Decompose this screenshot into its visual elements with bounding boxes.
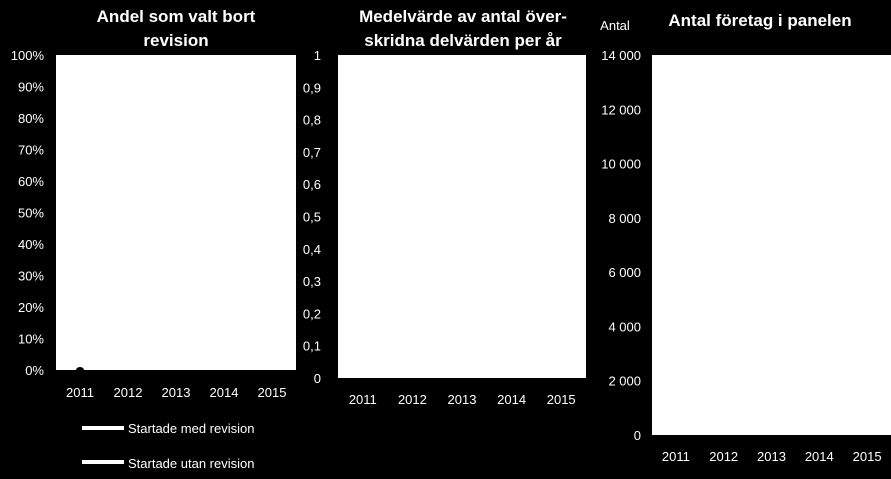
chart-2-y-axis: 0 0,1 0,2 0,3 0,4 0,5 0,6 0,7 0,8 0,9 1 (303, 48, 321, 386)
chart-1-x-tick-label: 2013 (162, 385, 191, 400)
chart-2-x-tick-label: 2012 (398, 392, 427, 407)
chart-3-y-tick-label: 4 000 (608, 319, 641, 334)
chart-1-y-tick-label: 50% (18, 206, 44, 221)
chart-2-plot-area (338, 55, 586, 378)
chart-1-y-tick-label: 20% (18, 300, 44, 315)
chart-1-legend: Startade med revision Startade utan revi… (82, 421, 254, 471)
chart-1-y-tick-label: 80% (18, 111, 44, 126)
chart-2-y-tick-label: 0,3 (303, 274, 321, 289)
chart-2-x-tick-label: 2015 (547, 392, 576, 407)
chart-3-y-tick-label: 12 000 (601, 102, 641, 117)
chart-1-x-tick-label: 2014 (210, 385, 239, 400)
chart-3-y-axis: 0 2 000 4 000 6 000 8 000 10 000 12 000 14 000 (601, 48, 641, 443)
chart-1-x-tick-label: 2012 (114, 385, 143, 400)
chart-2-y-tick-label: 0,8 (303, 113, 321, 128)
chart-2-title-line-1: Medelvärde av antal över- (359, 7, 567, 26)
chart-3-x-axis: 2011 2012 2013 2014 2015 (662, 449, 882, 464)
chart-2-x-tick-label: 2014 (497, 392, 526, 407)
chart-1-y-tick-label: 10% (18, 332, 44, 347)
chart-3-y-tick-label: 2 000 (608, 374, 641, 389)
chart-2-y-tick-label: 0 (314, 371, 321, 386)
chart-1-y-tick-label: 70% (18, 143, 44, 158)
chart-1: Andel som valt bort revision 0% 10% 20% 30%… (11, 7, 296, 471)
chart-2-y-tick-label: 0,5 (303, 210, 321, 225)
chart-1-y-tick-label: 40% (18, 237, 44, 252)
chart-3-y-tick-label: 6 000 (608, 265, 641, 280)
chart-3-y-tick-label: 10 000 (601, 157, 641, 172)
chart-2-y-tick-label: 0,7 (303, 145, 321, 160)
chart-1-y-axis: 0% 10% 20% 30% 40% 50% 60% 70% 80% 90% 100% (11, 48, 45, 378)
chart-1-y-tick-label: 30% (18, 269, 44, 284)
chart-2-y-tick-label: 0,6 (303, 177, 321, 192)
chart-2-y-tick-label: 0,9 (303, 80, 321, 95)
chart-3-x-tick-label: 2011 (662, 449, 690, 464)
chart-1-y-tick-label: 0% (25, 363, 44, 378)
chart-1-point-series-1 (76, 367, 84, 373)
chart-2-y-tick-label: 0,4 (303, 242, 321, 257)
chart-2-y-tick-label: 1 (314, 48, 321, 63)
chart-1-plot-area (56, 55, 296, 370)
chart-1-y-tick-label: 60% (18, 174, 44, 189)
chart-1-x-tick-label: 2011 (66, 385, 94, 400)
chart-1-title-line-2: revision (143, 31, 208, 50)
chart-2-x-tick-label: 2011 (349, 392, 377, 407)
chart-3-plot-area (652, 55, 891, 435)
chart-1-series (76, 367, 84, 373)
chart-1-x-axis: 2011 2012 2013 2014 2015 (66, 385, 286, 400)
chart-3: Antal företag i panelen Antal 0 2 000 4 00… (600, 11, 891, 464)
chart-3-y-tick-label: 0 (634, 428, 641, 443)
chart-2-x-axis: 2011 2012 2013 2014 2015 (349, 392, 576, 407)
chart-3-title: Antal företag i panelen (668, 11, 851, 30)
legend-label-startade-med-revision: Startade med revision (128, 421, 254, 436)
chart-3-x-tick-label: 2012 (709, 449, 738, 464)
chart-3-x-tick-label: 2013 (757, 449, 786, 464)
chart-2-x-tick-label: 2013 (448, 392, 477, 407)
legend-label-startade-utan-revision: Startade utan revision (128, 456, 254, 471)
chart-3-x-tick-label: 2014 (805, 449, 834, 464)
chart-3-y-unit-label: Antal (600, 18, 630, 33)
chart-1-y-tick-label: 100% (11, 48, 45, 63)
chart-2: Medelvärde av antal över- skridna delvär… (303, 7, 586, 407)
chart-1-x-tick-label: 2015 (258, 385, 287, 400)
chart-1-y-tick-label: 90% (18, 80, 44, 95)
chart-2-title-line-2: skridna delvärden per år (364, 31, 562, 50)
chart-2-y-tick-label: 0,1 (303, 339, 321, 354)
chart-3-y-tick-label: 8 000 (608, 211, 641, 226)
chart-3-x-tick-label: 2015 (853, 449, 882, 464)
chart-3-y-tick-label: 14 000 (601, 48, 641, 63)
chart-2-y-tick-label: 0,2 (303, 306, 321, 321)
chart-1-title-line-1: Andel som valt bort (97, 7, 256, 26)
